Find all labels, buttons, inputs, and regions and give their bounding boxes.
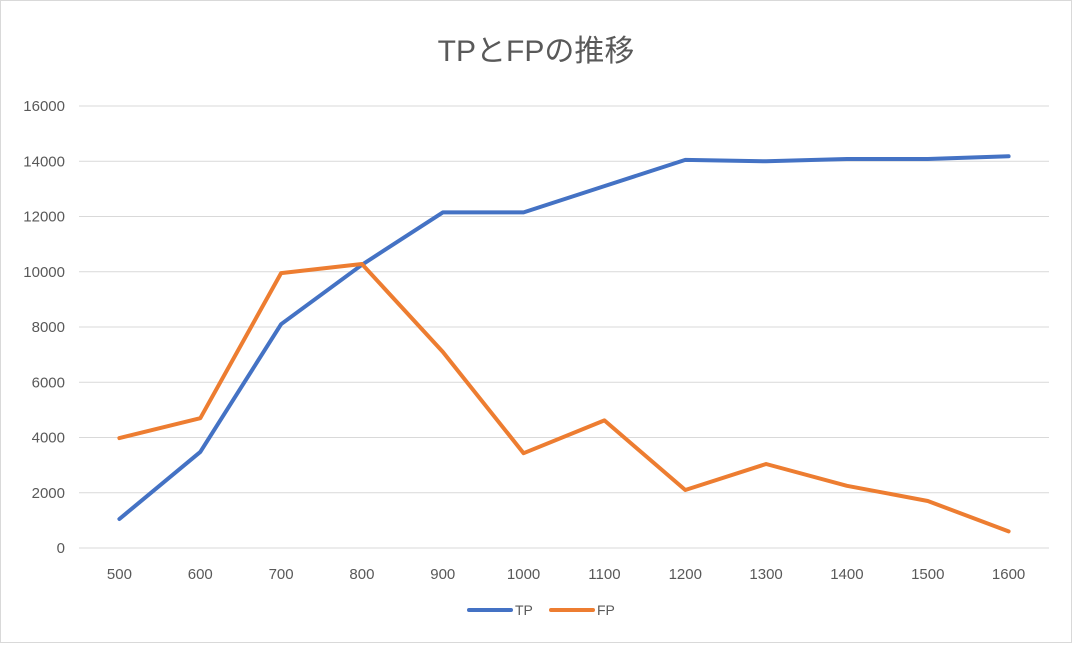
y-tick-label: 16000 [23,98,65,115]
y-tick-label: 2000 [32,485,65,502]
y-tick-label: 8000 [32,319,65,336]
series-lines [117,154,1011,534]
x-tick-label: 1100 [588,566,620,583]
x-tick-label: 700 [269,566,294,583]
y-tick-label: 0 [57,540,65,557]
y-tick-label: 10000 [23,264,65,281]
x-tick-label: 600 [188,566,213,583]
x-tick-label: 500 [107,566,132,583]
x-tick-label: 800 [349,566,374,583]
y-axis-tick-labels: 0 2000 4000 6000 8000 10000 12000 14000 16000 [23,98,65,557]
x-tick-label: 1600 [992,566,1025,583]
y-tick-label: 4000 [32,430,65,447]
x-tick-label: 1500 [911,566,944,583]
x-tick-label: 1400 [830,566,863,583]
series-line-fp [117,262,1011,534]
legend: TP FP [467,602,615,618]
y-tick-label: 14000 [23,153,65,170]
y-tick-label: 12000 [23,209,65,226]
x-tick-label: 900 [430,566,455,583]
x-tick-label: 1300 [749,566,782,583]
series-line-tp [117,154,1011,521]
chart-title: TPとFPの推移 [438,35,635,68]
x-tick-label: 1000 [507,566,540,583]
y-tick-label: 6000 [32,374,65,391]
x-axis-tick-labels: 500 600 700 800 900 1000 1100 1200 1300 1400 1500 1… [107,566,1025,583]
x-tick-label: 1200 [669,566,702,583]
legend-label-tp: TP [515,602,533,618]
gridlines [79,105,1049,549]
legend-label-fp: FP [597,602,615,618]
